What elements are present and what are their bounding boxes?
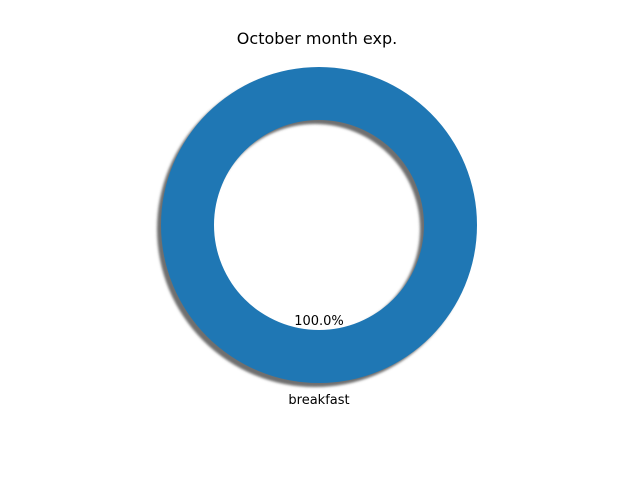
slice-percent-label: 100.0% — [294, 314, 344, 329]
chart-title: October month exp. — [237, 29, 397, 48]
pie-slice-breakfast — [161, 67, 477, 383]
donut-slices — [161, 67, 477, 383]
slice-label: breakfast — [288, 393, 349, 408]
donut-labels: breakfast 100.0% — [288, 314, 349, 408]
